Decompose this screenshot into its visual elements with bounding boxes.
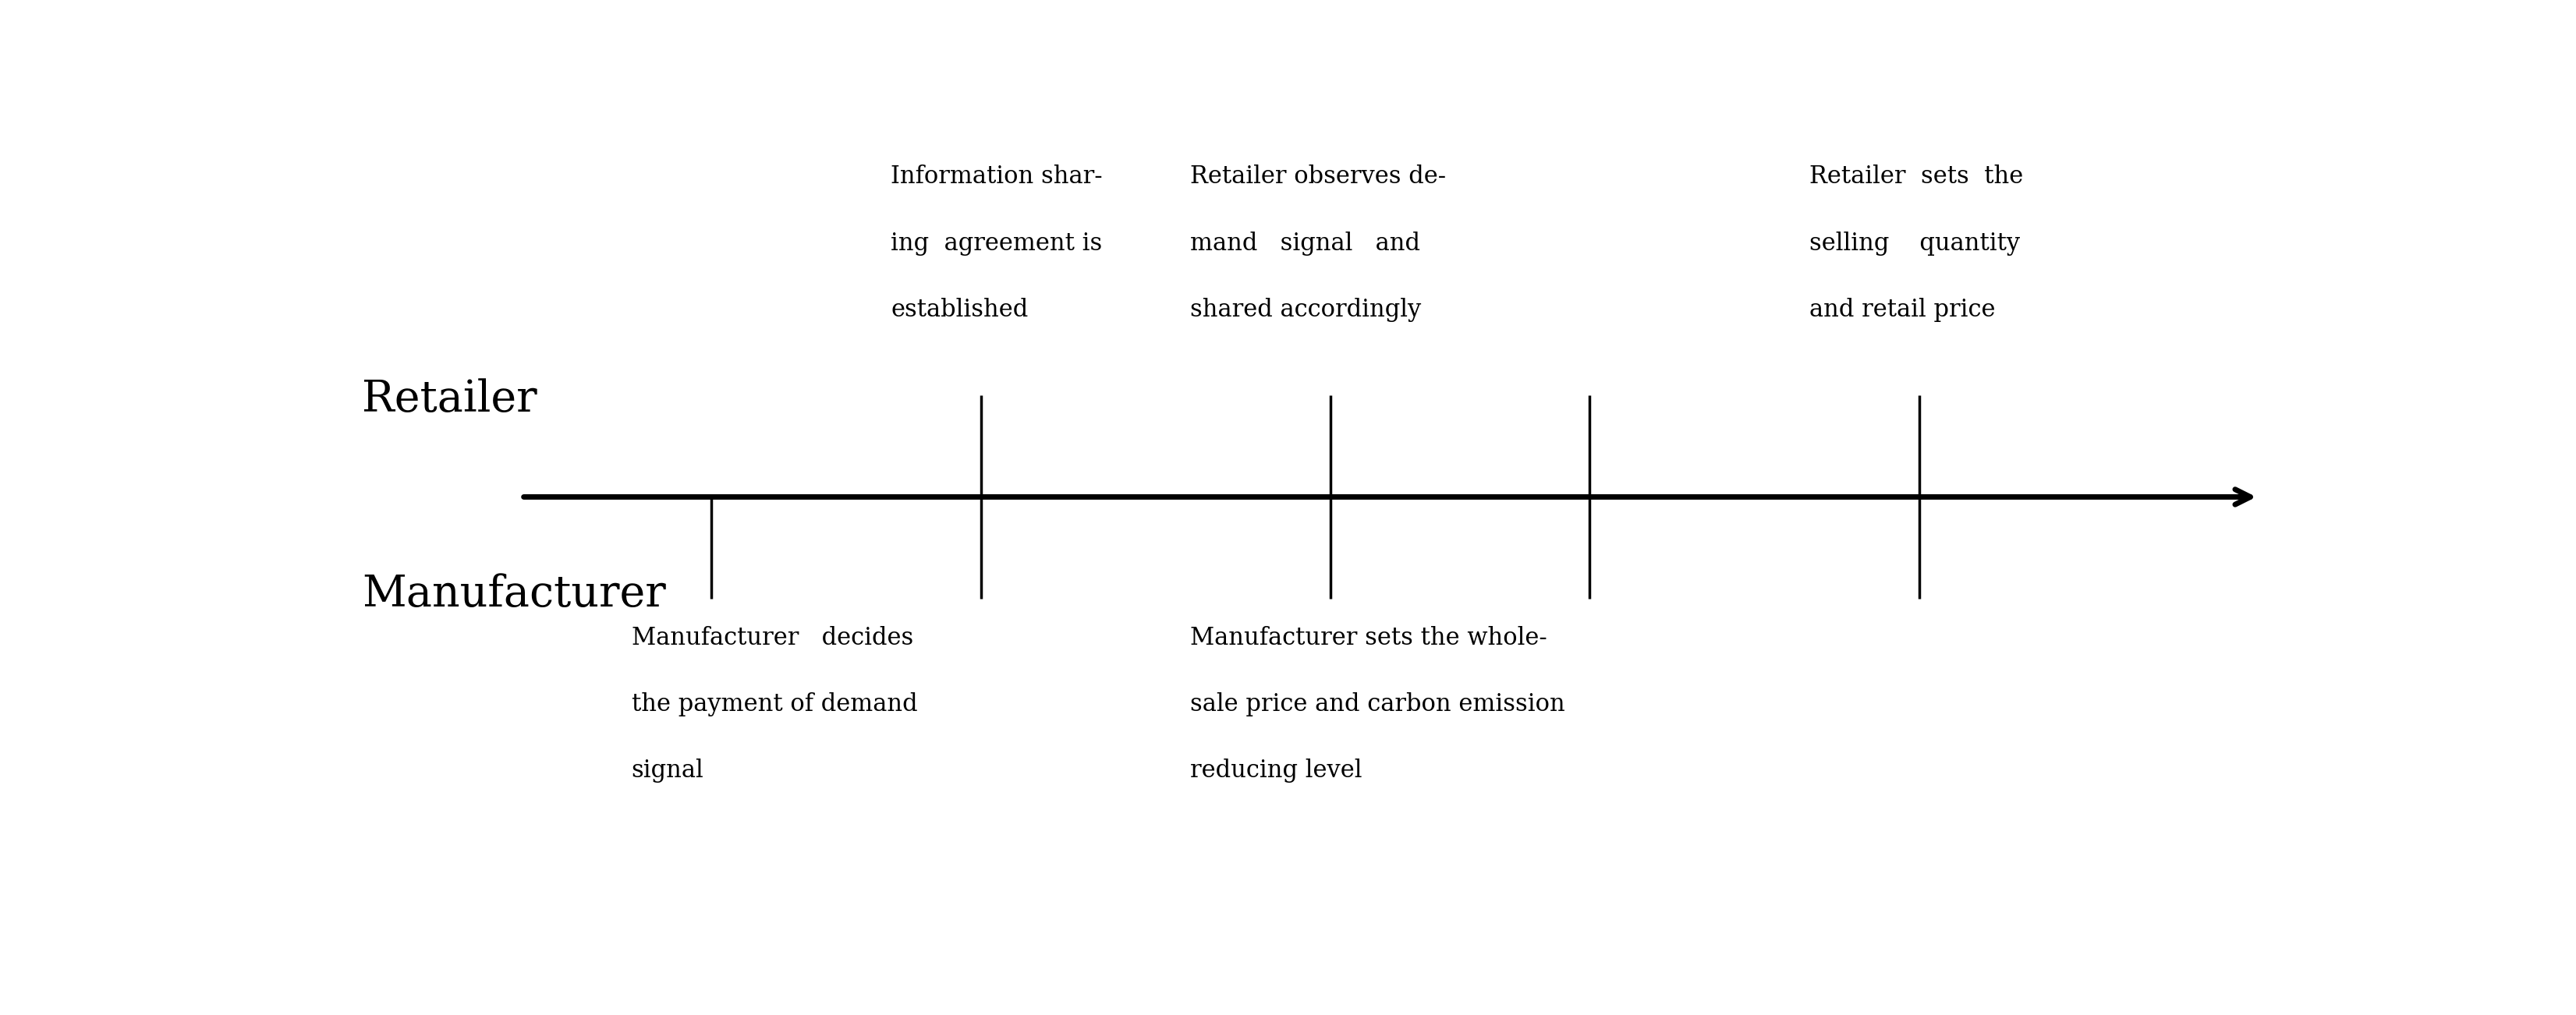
Text: selling    quantity: selling quantity: [1808, 231, 2020, 256]
Text: sale price and carbon emission: sale price and carbon emission: [1190, 692, 1566, 717]
Text: reducing level: reducing level: [1190, 759, 1363, 783]
Text: the payment of demand: the payment of demand: [631, 692, 917, 717]
Text: Retailer: Retailer: [361, 378, 538, 420]
Text: Manufacturer   decides: Manufacturer decides: [631, 626, 912, 650]
Text: established: established: [891, 297, 1028, 322]
Text: ing  agreement is: ing agreement is: [891, 231, 1103, 256]
Text: shared accordingly: shared accordingly: [1190, 297, 1422, 322]
Text: Retailer  sets  the: Retailer sets the: [1808, 164, 2022, 189]
Text: Information shar-: Information shar-: [891, 164, 1103, 189]
Text: and retail price: and retail price: [1808, 297, 1996, 322]
Text: Manufacturer: Manufacturer: [361, 573, 665, 616]
Text: mand   signal   and: mand signal and: [1190, 231, 1419, 256]
Text: Retailer observes de-: Retailer observes de-: [1190, 164, 1445, 189]
Text: signal: signal: [631, 759, 703, 783]
Text: Manufacturer sets the whole-: Manufacturer sets the whole-: [1190, 626, 1548, 650]
